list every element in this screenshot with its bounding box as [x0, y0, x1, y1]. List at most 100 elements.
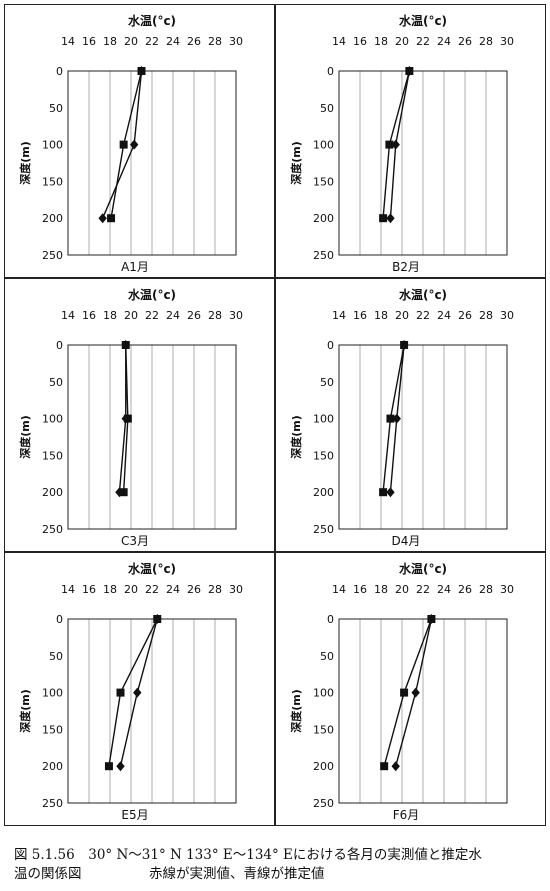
x-tick-label: 22 [145, 35, 159, 48]
y-tick-label: 250 [42, 249, 63, 262]
data-point-square [116, 688, 125, 697]
y-tick-label: 150 [313, 449, 334, 462]
x-axis-title: 水温(°c) [399, 287, 447, 302]
x-tick-label: 18 [103, 35, 117, 48]
caption-line-2-title: 温の関係図 [14, 866, 82, 882]
chart-panel-e5: 水温(°c) 14 16 18 20 22 24 26 28 30 0 50 100 150 200 250 深… [4, 552, 275, 826]
x-tick-label: 14 [61, 35, 75, 48]
x-tick-label: 14 [332, 583, 346, 596]
x-tick-label: 26 [458, 35, 472, 48]
x-tick-label: 26 [187, 583, 201, 596]
x-axis-title: 水温(°c) [399, 13, 447, 28]
x-tick-label: 22 [145, 309, 159, 322]
y-axis-title: 深度(m) [18, 689, 32, 733]
y-tick-label: 50 [49, 376, 63, 389]
x-tick-label: 28 [208, 309, 222, 322]
x-tick-label: 14 [332, 35, 346, 48]
y-tick-label: 100 [42, 687, 63, 700]
x-tick-label: 24 [437, 309, 451, 322]
x-tick-label: 24 [166, 35, 180, 48]
x-tick-label: 18 [374, 583, 388, 596]
chart-svg-c3: 水温(°c) 14 16 18 20 22 24 26 28 30 0 50 100 150 200 250 深… [18, 287, 243, 548]
chart-svg-a1: 水温(°c) 14 16 18 20 22 24 26 28 30 0 50 100 150 200 250 深… [18, 13, 243, 274]
data-point-square [379, 488, 388, 497]
data-point-diamond [386, 213, 395, 224]
plot-frame [67, 618, 237, 804]
series-line-square [108, 618, 158, 767]
y-tick-label: 0 [327, 339, 334, 352]
y-tick-label: 0 [327, 613, 334, 626]
y-tick-label: 150 [42, 175, 63, 188]
data-point-diamond [427, 614, 436, 624]
x-tick-label: 26 [458, 309, 472, 322]
y-tick-label: 0 [327, 65, 334, 78]
chart-svg-e5: 水温(°c) 14 16 18 20 22 24 26 28 30 0 50 100 150 200 250 深… [18, 561, 243, 822]
x-tick-label: 26 [187, 35, 201, 48]
x-tick-label: 16 [353, 35, 367, 48]
x-tick-label: 28 [208, 583, 222, 596]
y-tick-label: 250 [313, 797, 334, 810]
x-tick-label: 30 [229, 583, 243, 596]
x-tick-label: 14 [61, 309, 75, 322]
x-tick-label: 22 [416, 583, 430, 596]
x-tick-label: 14 [61, 583, 75, 596]
data-point-diamond [405, 66, 414, 76]
x-tick-label: 30 [229, 35, 243, 48]
y-tick-label: 150 [42, 723, 63, 736]
x-tick-label: 16 [353, 309, 367, 322]
x-axis-title: 水温(°c) [128, 13, 176, 28]
x-axis-title: 水温(°c) [399, 561, 447, 576]
y-tick-label: 250 [313, 249, 334, 262]
chart-svg-b2: 水温(°c) 14 16 18 20 22 24 26 28 30 0 50 100 150 200 250 深… [289, 13, 514, 274]
x-tick-label: 30 [500, 583, 514, 596]
data-point-diamond [133, 687, 142, 698]
chart-svg-f6: 水温(°c) 14 16 18 20 22 24 26 28 30 0 50 100 150 200 250 深… [289, 561, 514, 822]
y-axis-title: 深度(m) [18, 141, 32, 185]
y-tick-label: 0 [56, 65, 63, 78]
y-axis-title: 深度(m) [18, 415, 32, 459]
data-point-diamond [153, 614, 162, 624]
y-tick-label: 50 [320, 102, 334, 115]
x-tick-label: 20 [124, 583, 138, 596]
plot-frame [67, 344, 237, 530]
x-tick-label: 16 [82, 583, 96, 596]
data-point-square [119, 488, 128, 497]
plot-frame [338, 618, 508, 804]
y-tick-label: 50 [49, 102, 63, 115]
x-tick-label: 24 [437, 35, 451, 48]
y-tick-label: 150 [313, 175, 334, 188]
data-point-diamond [98, 213, 107, 224]
data-point-square [119, 140, 128, 149]
x-axis-title: 水温(°c) [128, 561, 176, 576]
panel-label: B2月 [392, 260, 420, 274]
x-tick-label: 26 [458, 583, 472, 596]
x-tick-label: 30 [500, 309, 514, 322]
x-tick-label: 30 [500, 35, 514, 48]
data-point-diamond [411, 687, 420, 698]
data-point-square [380, 762, 389, 771]
caption-line-2: 温の関係図 赤線が実測値、青線が推定値 [14, 865, 534, 884]
y-tick-label: 250 [313, 523, 334, 536]
data-point-diamond [137, 66, 146, 76]
x-tick-label: 28 [479, 309, 493, 322]
panel-label: F6月 [393, 808, 420, 822]
y-tick-label: 100 [42, 139, 63, 152]
data-point-square [385, 140, 394, 149]
panel-label: E5月 [121, 808, 148, 822]
y-tick-label: 250 [42, 523, 63, 536]
data-point-square [400, 688, 409, 697]
chart-panel-c3: 水温(°c) 14 16 18 20 22 24 26 28 30 0 50 100 150 200 250 深… [4, 278, 275, 552]
x-tick-label: 28 [479, 35, 493, 48]
panel-label: D4月 [392, 534, 421, 548]
plot-frame [338, 344, 508, 530]
x-tick-label: 26 [187, 309, 201, 322]
plot-frame [338, 70, 508, 256]
x-tick-label: 24 [166, 309, 180, 322]
x-tick-label: 20 [124, 309, 138, 322]
x-tick-label: 22 [145, 583, 159, 596]
y-tick-label: 100 [313, 687, 334, 700]
figure-caption: 図 5.1.56 30° N～31° N 133° E～134° Eにおける各月… [14, 846, 534, 884]
y-tick-label: 200 [42, 760, 63, 773]
x-tick-label: 18 [103, 309, 117, 322]
y-tick-label: 250 [42, 797, 63, 810]
